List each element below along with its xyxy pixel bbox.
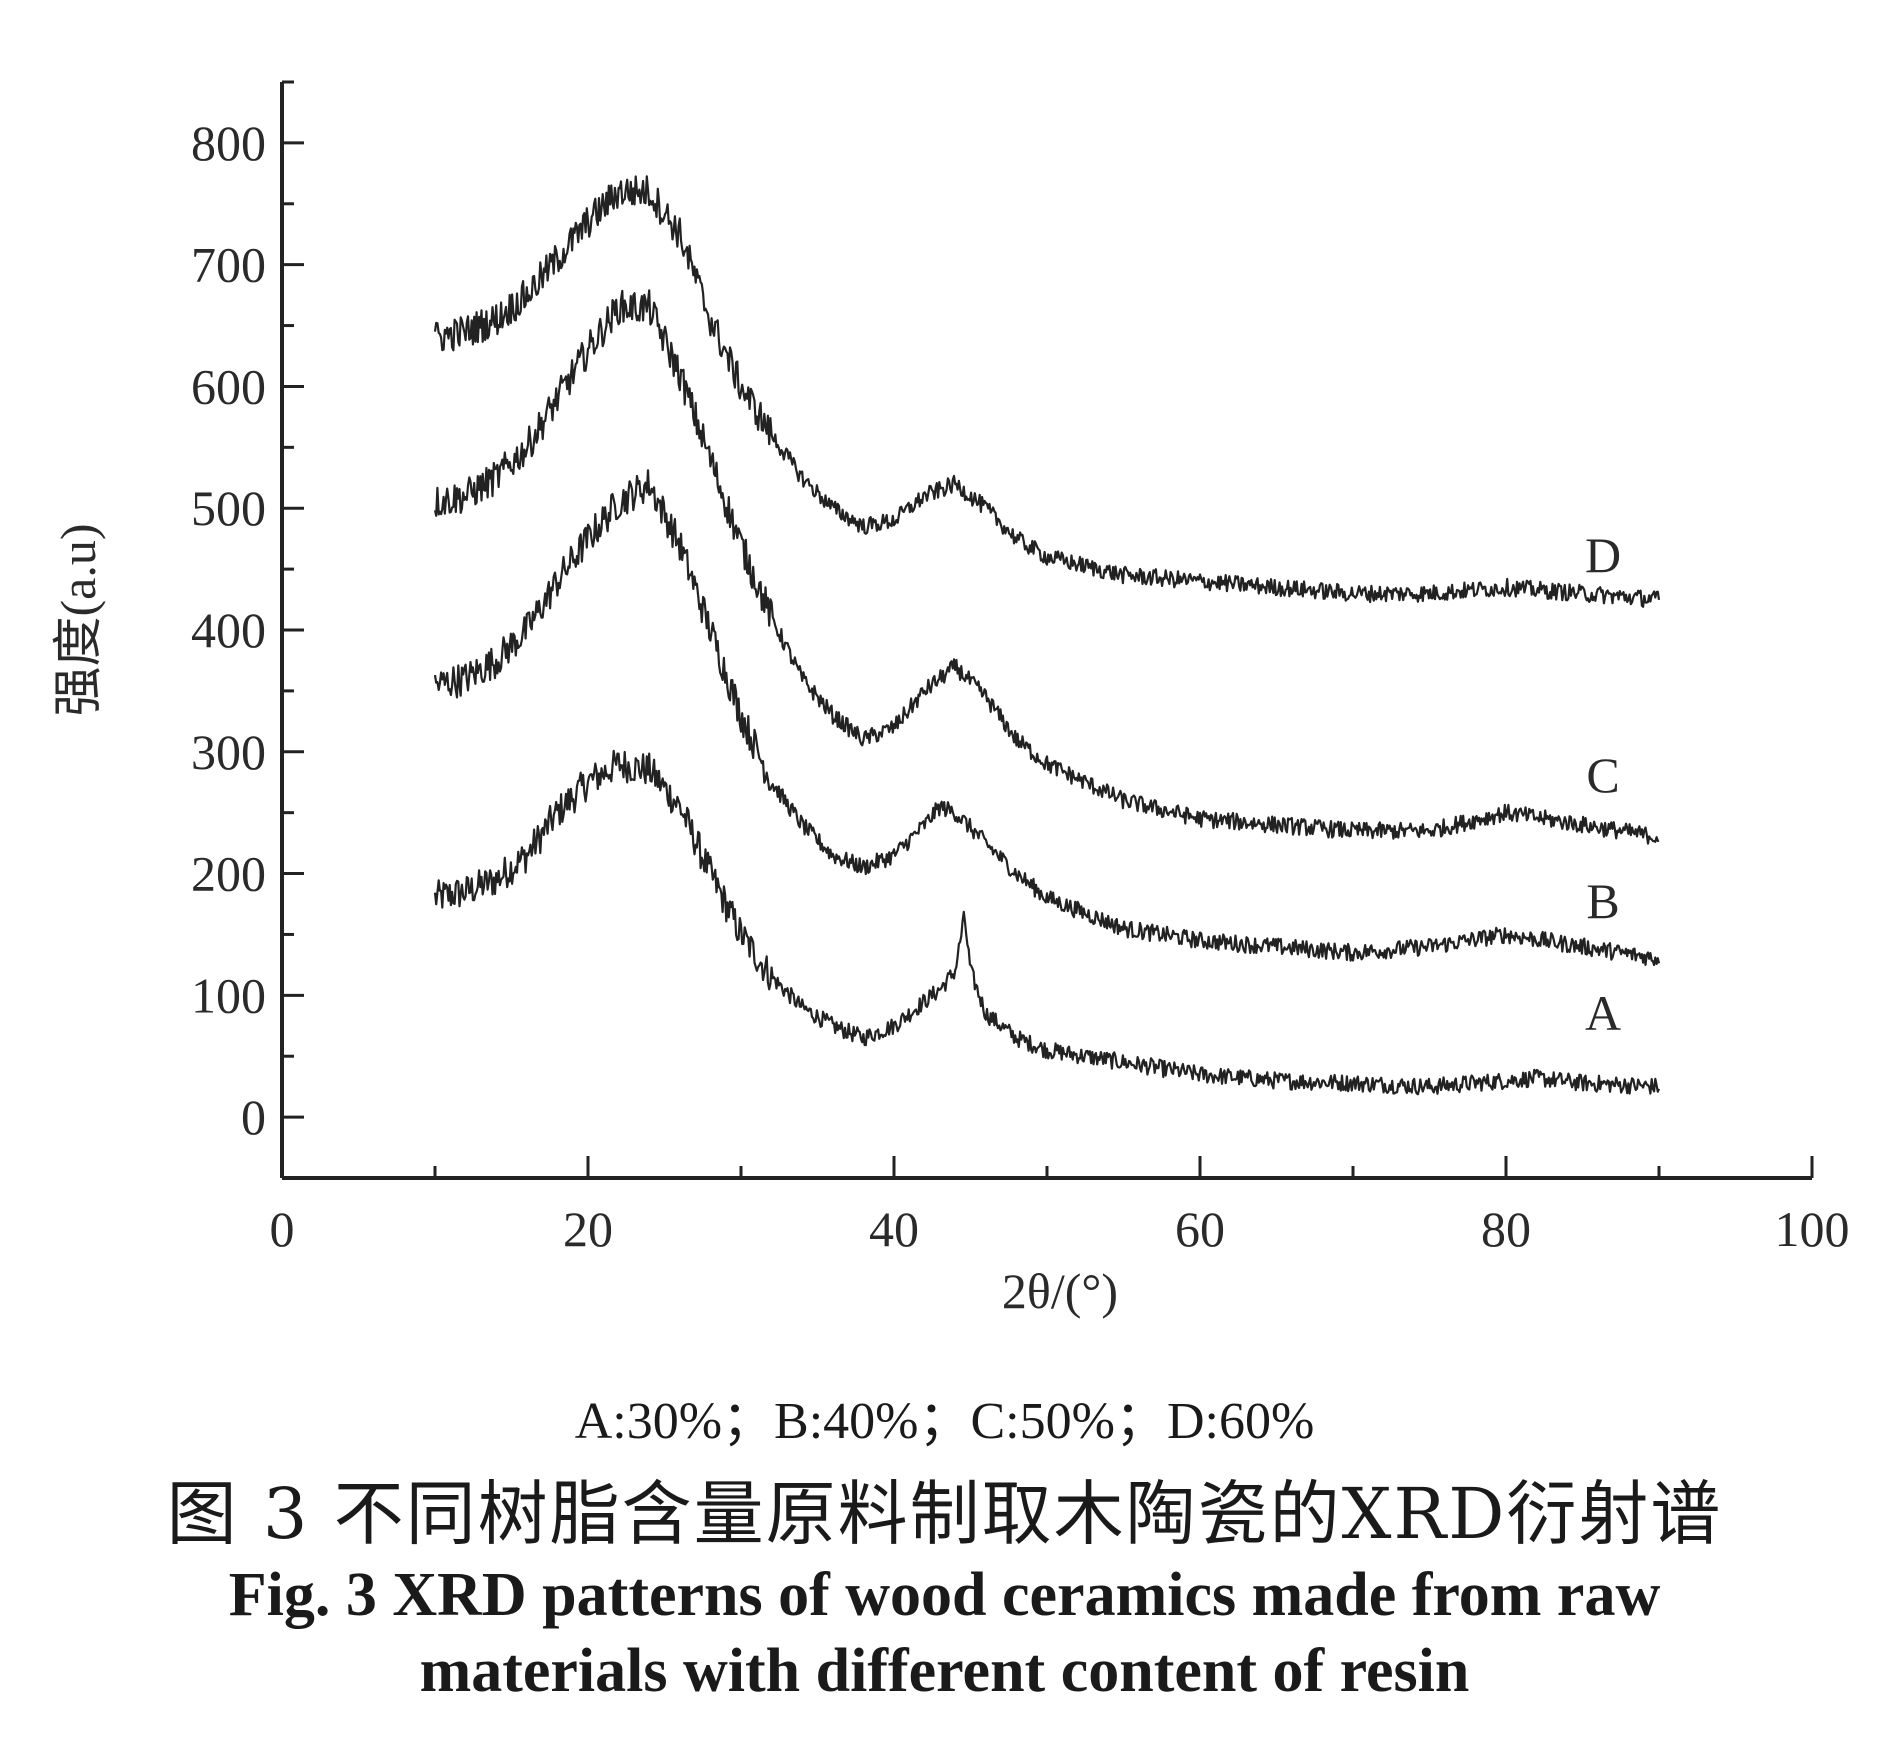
series-label-b: B bbox=[1586, 873, 1619, 929]
y-tick-label: 700 bbox=[191, 237, 266, 293]
figure-caption-en-line-2: materials with different content of resi… bbox=[419, 1637, 1470, 1705]
series-legend-note: A:30%；B:40%；C:50%；D:60% bbox=[574, 1393, 1315, 1450]
figure-caption-en-line-1: Fig. 3 XRD patterns of wood ceramics mad… bbox=[228, 1561, 1661, 1629]
series-label-c: C bbox=[1586, 747, 1619, 803]
x-axis-title: 2θ/(°) bbox=[1002, 1263, 1118, 1319]
series-lines bbox=[433, 175, 1661, 1096]
series-label-a: A bbox=[1585, 985, 1621, 1041]
axes bbox=[280, 82, 1812, 1180]
x-tick-label: 0 bbox=[270, 1201, 295, 1257]
y-tick-label: 600 bbox=[191, 358, 266, 414]
y-axis-title: 强度(a.u) bbox=[50, 524, 106, 717]
series-line-b bbox=[433, 469, 1661, 967]
y-axis-ticks: 0 100 200 300 400 500 600 700 800 bbox=[191, 80, 304, 1180]
x-tick-label: 80 bbox=[1481, 1201, 1531, 1257]
series-line-c bbox=[433, 289, 1660, 845]
y-tick-label: 0 bbox=[241, 1089, 266, 1145]
series-line-d bbox=[433, 175, 1661, 608]
series-line-a bbox=[433, 749, 1661, 1096]
x-tick-label: 100 bbox=[1775, 1201, 1850, 1257]
y-tick-label: 400 bbox=[191, 602, 266, 658]
y-tick-label: 300 bbox=[191, 724, 266, 780]
x-tick-label: 60 bbox=[1175, 1201, 1225, 1257]
xrd-chart: 0 100 200 300 400 500 600 700 800 0 20 40 60 80 100 强… bbox=[50, 80, 1850, 1319]
y-tick-label: 200 bbox=[191, 846, 266, 902]
x-tick-label: 40 bbox=[869, 1201, 919, 1257]
y-tick-label: 100 bbox=[191, 967, 266, 1023]
x-axis-ticks: 0 20 40 60 80 100 bbox=[270, 1156, 1850, 1257]
y-tick-label: 500 bbox=[191, 480, 266, 536]
x-tick-label: 20 bbox=[563, 1201, 613, 1257]
series-label-d: D bbox=[1585, 527, 1621, 583]
figure-caption-cn: 图 3 不同树脂含量原料制取木陶瓷的XRD衍射谱 bbox=[166, 1473, 1723, 1555]
y-tick-label: 800 bbox=[191, 115, 266, 171]
